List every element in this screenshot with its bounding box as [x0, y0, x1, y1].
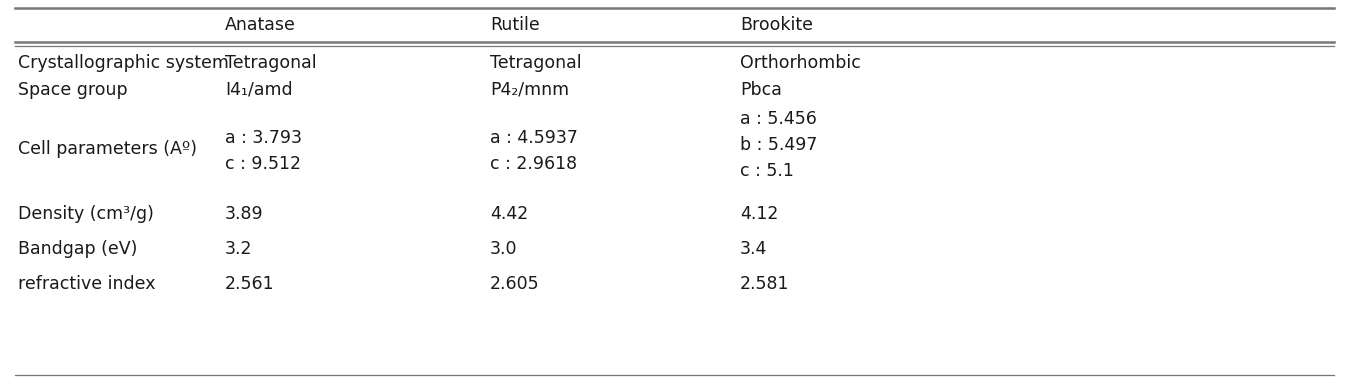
- Text: 3.89: 3.89: [225, 205, 263, 223]
- Text: c : 9.512: c : 9.512: [225, 156, 301, 174]
- Text: c : 5.1: c : 5.1: [741, 162, 793, 180]
- Text: Density (cm³/g): Density (cm³/g): [18, 205, 154, 223]
- Text: Brookite: Brookite: [741, 16, 813, 34]
- Text: Rutile: Rutile: [490, 16, 540, 34]
- Text: a : 3.793: a : 3.793: [225, 129, 302, 147]
- Text: 3.0: 3.0: [490, 240, 518, 258]
- Text: Cell parameters (Aº): Cell parameters (Aº): [18, 140, 197, 158]
- Text: Anatase: Anatase: [225, 16, 295, 34]
- Text: 2.605: 2.605: [490, 275, 540, 293]
- Text: Crystallographic system: Crystallographic system: [18, 54, 229, 72]
- Text: Pbca: Pbca: [741, 81, 782, 99]
- Text: refractive index: refractive index: [18, 275, 155, 293]
- Text: Bandgap (eV): Bandgap (eV): [18, 240, 138, 258]
- Text: b : 5.497: b : 5.497: [741, 136, 817, 154]
- Text: 4.12: 4.12: [741, 205, 778, 223]
- Text: a : 4.5937: a : 4.5937: [490, 129, 577, 147]
- Text: Tetragonal: Tetragonal: [490, 54, 581, 72]
- Text: Tetragonal: Tetragonal: [225, 54, 317, 72]
- Text: I4₁/amd: I4₁/amd: [225, 81, 293, 99]
- Text: c : 2.9618: c : 2.9618: [490, 156, 577, 174]
- Text: 4.42: 4.42: [490, 205, 529, 223]
- Text: a : 5.456: a : 5.456: [741, 110, 817, 128]
- Text: 2.561: 2.561: [225, 275, 275, 293]
- Text: P4₂/mnm: P4₂/mnm: [490, 81, 569, 99]
- Text: Space group: Space group: [18, 81, 128, 99]
- Text: 3.4: 3.4: [741, 240, 768, 258]
- Text: 3.2: 3.2: [225, 240, 252, 258]
- Text: Orthorhombic: Orthorhombic: [741, 54, 861, 72]
- Text: 2.581: 2.581: [741, 275, 789, 293]
